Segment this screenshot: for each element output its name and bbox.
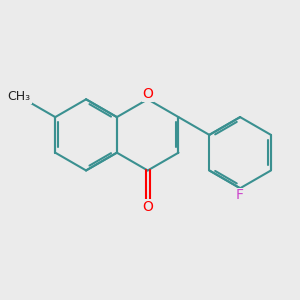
Text: O: O bbox=[142, 87, 153, 101]
Text: CH₃: CH₃ bbox=[8, 90, 31, 103]
Text: F: F bbox=[236, 188, 244, 203]
Text: O: O bbox=[142, 200, 153, 214]
